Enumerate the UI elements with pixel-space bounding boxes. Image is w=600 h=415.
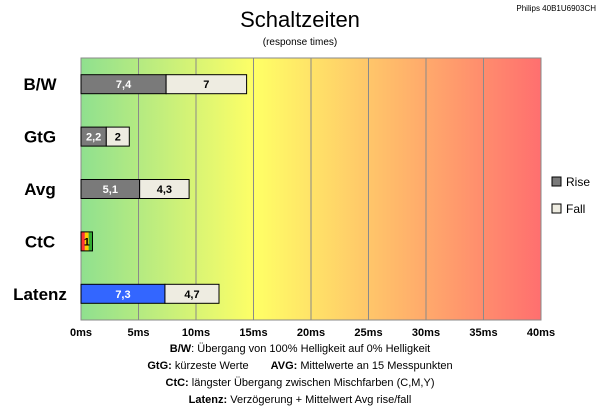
x-tick-label: 20ms [297,327,325,339]
footnote-gtg-avg: GtG: kürzeste Werte AVG: Mittelwerte an 1… [147,360,452,372]
x-tick-label: 40ms [527,327,555,339]
bar-label-fall: 4,3 [157,184,172,196]
x-tick-label: 30ms [412,327,440,339]
legend-label: Rise [566,175,590,189]
footnote-ctc: CtC: längster Übergang zwischen Mischfar… [166,377,435,389]
x-tick-label: 5ms [127,327,149,339]
footnote-bw: B/W: Übergang von 100% Helligkeit auf 0%… [170,343,430,355]
chart-title: Schaltzeiten [240,7,360,32]
category-label: CtC [25,232,55,251]
bar-fall [164,283,220,304]
bar-label-ctc: 1 [84,236,90,248]
bar-fall [105,126,130,147]
bar-fall [139,179,190,199]
category-label: B/W [23,75,57,94]
legend-swatch [551,203,562,214]
monitor-model: Philips 40B1U6903CH [516,4,596,13]
bar-fall [165,74,248,95]
bar-label-rise: 7,3 [115,289,130,301]
bars: 7,4 7 2,2 2 5,1 4,3 1 7,3 4,7 [80,74,248,304]
category-label: GtG [24,128,56,147]
category-label: Avg [24,180,56,199]
x-tick-label: 0ms [70,327,92,339]
legend: Rise Fall [551,175,590,216]
bar-label-fall: 4,7 [184,289,199,301]
bar-ctc [80,231,93,252]
category-label: Latenz [13,285,67,304]
x-tick-label: 15ms [239,327,267,339]
footnotes: B/W: Übergang von 100% Helligkeit auf 0%… [147,343,452,406]
legend-swatch [551,176,562,187]
ctc-stripe [81,231,85,251]
x-tick-labels: 0ms 5ms 10ms 15ms 20ms 25ms 30ms 35ms 40ms [70,327,555,339]
category-labels: B/W GtG Avg CtC Latenz [13,75,67,304]
bar-label-rise: 5,1 [103,184,118,196]
x-tick-label: 10ms [182,327,210,339]
chart-subtitle: (response times) [263,37,337,48]
footnote-latenz: Latenz: Verzögerung + Mittelwert Avg ris… [189,394,412,406]
bar-label-rise: 2,2 [86,132,101,144]
ctc-stripe [84,231,89,251]
x-tick-label: 35ms [469,327,497,339]
bar-label-fall: 2 [115,132,121,144]
bar-label-rise: 7,4 [116,79,132,91]
x-tick-label: 25ms [354,327,382,339]
legend-label: Fall [566,202,585,216]
ctc-stripe [88,231,93,251]
bar-label-fall: 7 [203,79,209,91]
